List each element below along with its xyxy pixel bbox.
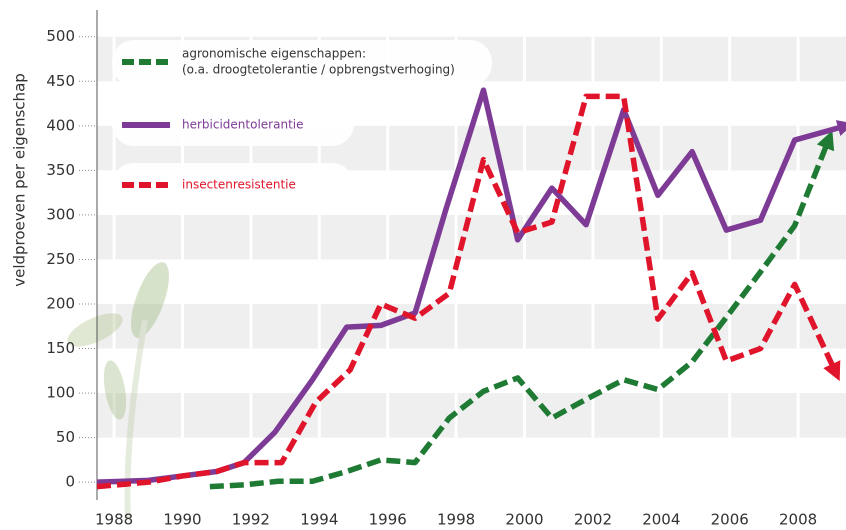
y-tick-label: 500 — [46, 27, 75, 45]
y-tick-label: 200 — [46, 295, 75, 313]
y-tick-label: 300 — [46, 205, 75, 223]
y-tick-label: 400 — [46, 116, 75, 134]
y-tick-label: 150 — [46, 339, 75, 357]
x-tick-label: 1996 — [369, 511, 407, 529]
y-tick-label: 250 — [46, 250, 75, 268]
y-tick-label: 350 — [46, 161, 75, 179]
band — [97, 215, 846, 260]
x-tick-label: 2008 — [779, 511, 817, 529]
legend-label: insectenresistentie — [182, 178, 296, 192]
x-tick-label: 2000 — [505, 511, 543, 529]
x-tick-label: 1988 — [95, 511, 133, 529]
x-tick-label: 2006 — [711, 511, 749, 529]
legend-label: (o.a. droogtetolerantie / opbrengstverho… — [182, 63, 455, 77]
x-tick-label: 1992 — [232, 511, 270, 529]
y-tick-label: 450 — [46, 72, 75, 90]
y-tick-label: 0 — [65, 473, 75, 491]
y-tick-label: 100 — [46, 384, 75, 402]
x-tick-label: 1994 — [300, 511, 338, 529]
x-tick-label: 1998 — [437, 511, 475, 529]
x-tick-label: 2002 — [574, 511, 612, 529]
legend-label: agronomische eigenschappen: — [182, 47, 366, 61]
x-tick-label: 2004 — [642, 511, 680, 529]
legend-label: herbicidentolerantie — [182, 118, 304, 132]
y-axis-label: veldproeven per eigenschap — [11, 73, 29, 287]
chart: veldproeven per eigenschap 0501001502002… — [0, 0, 846, 530]
x-tick-label: 1990 — [163, 511, 201, 529]
y-tick-label: 50 — [56, 428, 75, 446]
